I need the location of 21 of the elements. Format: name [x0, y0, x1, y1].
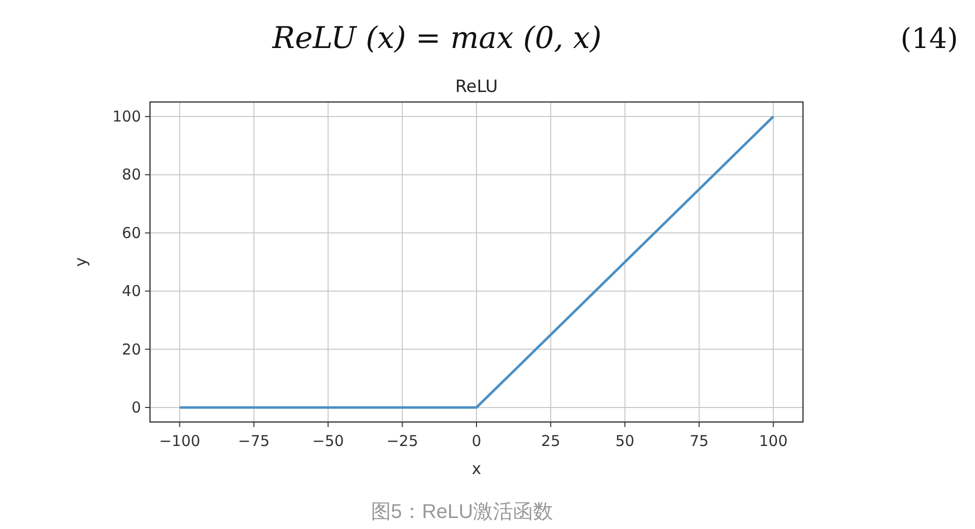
- x-tick-label: −25: [386, 432, 418, 450]
- y-tick-label: 20: [122, 340, 141, 358]
- x-tick-label: −50: [312, 432, 344, 450]
- x-tick-label: 0: [472, 432, 482, 450]
- text: ReLU (x) = max (0, x): [271, 21, 602, 56]
- text: (14): [900, 22, 958, 55]
- x-tick-label: 75: [690, 432, 709, 450]
- chart-title: ReLU: [455, 77, 498, 97]
- y-axis-title: y: [71, 257, 90, 267]
- y-tick-label: 40: [122, 282, 141, 300]
- y-tick-label: 60: [122, 224, 141, 242]
- x-tick-label: −75: [238, 432, 270, 450]
- x-tick-label: 50: [615, 432, 634, 450]
- x-tick-label: 25: [541, 432, 560, 450]
- x-tick-label: −100: [159, 432, 200, 450]
- caption: 图5：ReLU激活函数: [370, 501, 554, 523]
- y-tick-label: 0: [131, 398, 141, 416]
- x-tick-label: 100: [759, 432, 788, 450]
- y-tick-label: 80: [122, 166, 141, 184]
- x-axis-title: x: [472, 459, 482, 478]
- y-tick-label: 100: [112, 108, 141, 126]
